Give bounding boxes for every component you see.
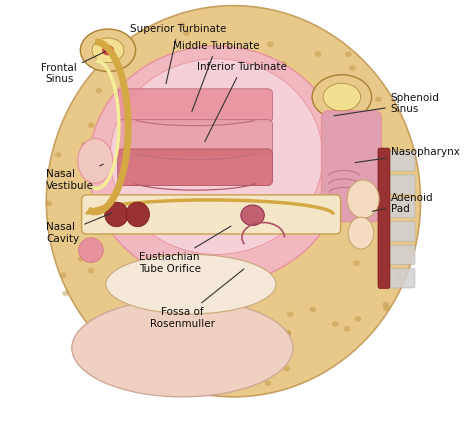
Ellipse shape <box>62 291 69 296</box>
Ellipse shape <box>106 254 276 314</box>
FancyBboxPatch shape <box>387 175 415 194</box>
FancyBboxPatch shape <box>378 148 390 288</box>
FancyBboxPatch shape <box>118 89 273 122</box>
Ellipse shape <box>349 184 356 189</box>
Ellipse shape <box>177 354 184 359</box>
Ellipse shape <box>89 46 344 284</box>
Ellipse shape <box>105 202 128 227</box>
Ellipse shape <box>111 327 118 333</box>
Ellipse shape <box>310 306 316 312</box>
FancyBboxPatch shape <box>118 149 273 185</box>
Ellipse shape <box>284 330 291 335</box>
Ellipse shape <box>55 152 62 158</box>
Ellipse shape <box>349 65 356 71</box>
Ellipse shape <box>347 180 379 218</box>
Ellipse shape <box>79 238 103 262</box>
Ellipse shape <box>348 217 374 249</box>
Ellipse shape <box>96 88 102 93</box>
Ellipse shape <box>344 326 350 332</box>
Ellipse shape <box>171 354 177 360</box>
FancyBboxPatch shape <box>387 198 415 218</box>
Ellipse shape <box>167 374 173 379</box>
Ellipse shape <box>163 326 170 332</box>
Ellipse shape <box>270 333 277 338</box>
Ellipse shape <box>157 360 164 366</box>
Text: Eustiachian
Tube Orifice: Eustiachian Tube Orifice <box>139 226 231 273</box>
Ellipse shape <box>280 61 287 67</box>
Text: Frontal
Sinus: Frontal Sinus <box>41 51 106 84</box>
Ellipse shape <box>132 116 139 122</box>
Ellipse shape <box>241 205 264 226</box>
Ellipse shape <box>345 52 352 57</box>
Ellipse shape <box>247 327 255 332</box>
Ellipse shape <box>81 142 88 147</box>
FancyBboxPatch shape <box>387 152 415 171</box>
Text: Superior Turbinate: Superior Turbinate <box>130 24 227 84</box>
Ellipse shape <box>162 356 169 361</box>
FancyBboxPatch shape <box>387 268 415 288</box>
Ellipse shape <box>102 45 114 55</box>
Ellipse shape <box>267 42 273 47</box>
Ellipse shape <box>60 273 67 278</box>
Ellipse shape <box>78 139 113 183</box>
Ellipse shape <box>407 246 414 252</box>
Text: Middle Turbinate: Middle Turbinate <box>173 41 260 111</box>
Ellipse shape <box>323 83 361 111</box>
Ellipse shape <box>315 51 321 57</box>
Ellipse shape <box>377 190 384 195</box>
Ellipse shape <box>116 119 123 124</box>
Ellipse shape <box>46 201 52 206</box>
Text: Sphenoid
Sinus: Sphenoid Sinus <box>334 92 440 116</box>
Ellipse shape <box>58 169 65 175</box>
Ellipse shape <box>101 338 108 344</box>
Ellipse shape <box>89 207 95 212</box>
Ellipse shape <box>396 273 402 279</box>
Ellipse shape <box>72 299 293 397</box>
Ellipse shape <box>353 260 360 266</box>
Ellipse shape <box>284 331 291 336</box>
Ellipse shape <box>286 70 293 75</box>
Ellipse shape <box>97 209 104 214</box>
Ellipse shape <box>283 366 290 372</box>
FancyBboxPatch shape <box>82 195 341 234</box>
FancyBboxPatch shape <box>387 222 415 241</box>
Ellipse shape <box>92 38 124 62</box>
Text: Nasal
Vestibule: Nasal Vestibule <box>46 164 103 191</box>
FancyBboxPatch shape <box>387 245 415 265</box>
Ellipse shape <box>380 153 387 159</box>
Ellipse shape <box>332 321 339 327</box>
Ellipse shape <box>142 304 149 309</box>
Ellipse shape <box>377 154 383 160</box>
Ellipse shape <box>179 22 186 28</box>
Text: Adenoid
Pad: Adenoid Pad <box>372 193 433 214</box>
Ellipse shape <box>264 380 272 386</box>
Ellipse shape <box>375 97 382 102</box>
Text: Fossa of
Rosenmuller: Fossa of Rosenmuller <box>150 269 244 329</box>
Text: Inferior Turbinate: Inferior Turbinate <box>197 62 287 141</box>
Ellipse shape <box>88 122 94 128</box>
Ellipse shape <box>272 345 279 350</box>
Ellipse shape <box>110 59 323 254</box>
FancyBboxPatch shape <box>321 111 382 222</box>
Text: Nasal
Cavity: Nasal Cavity <box>46 213 112 244</box>
Ellipse shape <box>375 216 382 221</box>
Ellipse shape <box>78 256 85 262</box>
Ellipse shape <box>46 6 420 397</box>
Ellipse shape <box>383 306 390 311</box>
FancyBboxPatch shape <box>118 119 273 155</box>
Ellipse shape <box>103 51 110 56</box>
Ellipse shape <box>287 312 294 317</box>
Ellipse shape <box>312 75 372 119</box>
Ellipse shape <box>383 302 389 307</box>
Ellipse shape <box>355 316 361 322</box>
Ellipse shape <box>126 202 149 227</box>
Ellipse shape <box>151 336 158 342</box>
Ellipse shape <box>366 157 373 163</box>
Ellipse shape <box>183 30 190 36</box>
Ellipse shape <box>88 268 95 273</box>
Ellipse shape <box>81 29 136 71</box>
Text: Nasopharynx: Nasopharynx <box>355 147 460 163</box>
